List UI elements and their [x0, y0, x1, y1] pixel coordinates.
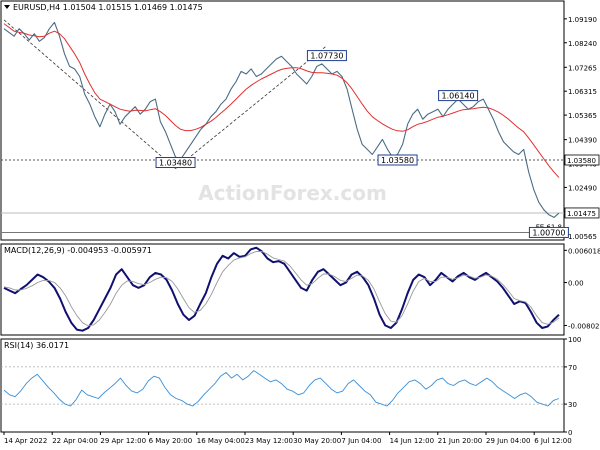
y-tick-label: -0.00802	[568, 322, 599, 330]
panel-frame	[0, 243, 565, 336]
x-tick-label: 21 Jun 20:00	[438, 437, 482, 445]
x-tick-label: 23 May 12:00	[245, 437, 293, 445]
x-tick-label: 22 Apr 04:00	[52, 437, 98, 445]
macd-panel-title: MACD(12,26,9) -0.004953 -0.005971	[4, 246, 152, 255]
annotation-box	[155, 157, 196, 169]
panel-menu-icon	[4, 5, 10, 9]
x-tick-label: 29 Apr 12:00	[100, 437, 146, 445]
rsi-panel: 100 70 30 0 RSI(14) 36.0171	[0, 336, 581, 437]
panel-frame	[0, 0, 565, 241]
annotation-label: 1.07730	[310, 52, 343, 61]
annotation-label: 1.00700	[532, 228, 565, 237]
x-tick-label: 16 May 04:00	[197, 437, 245, 445]
y-tick-label: 30	[568, 401, 577, 409]
rsi-panel-title: RSI(14) 36.0171	[4, 341, 69, 350]
x-tick-label: 6 Jul 12:00	[534, 437, 572, 445]
panel-frame	[0, 338, 565, 433]
y-tick-label: 1.00565	[568, 233, 597, 241]
annotation-label: 1.03580	[381, 156, 414, 165]
y-tick-label: 1.06315	[568, 88, 597, 96]
y-tick-label: 1.05365	[568, 112, 597, 120]
annotation-label: 1.03480	[159, 159, 192, 168]
price-panel: 1.09190 1.08240 1.07265 1.06315 1.05365 1.043…	[0, 0, 600, 241]
x-tick-label: 14 Apr 2022	[4, 437, 47, 445]
y-tick-label: 1.08240	[568, 40, 597, 48]
main-panel-title: EURUSD,H4 1.01504 1.01515 1.01469 1.0147…	[13, 3, 203, 12]
time-axis: 14 Apr 2022 22 Apr 04:00 29 Apr 12:00 6 May…	[3, 432, 572, 445]
annotation-label: 1.06140	[442, 92, 475, 101]
annotation-box	[438, 90, 479, 102]
y-tick-label: 1.02490	[568, 184, 597, 192]
x-tick-label: 14 Jun 12:00	[390, 437, 434, 445]
annotation-box	[528, 226, 569, 238]
level-tag-box	[564, 154, 600, 166]
y-tick-label: 100	[568, 336, 581, 344]
y-tick-label: 0	[568, 429, 572, 437]
level-tag-label: 1.03580	[567, 157, 596, 165]
watermark: ActionForex.com	[198, 181, 387, 205]
price-tag-label: 1.01475	[567, 210, 596, 218]
annotation-box	[306, 50, 347, 62]
price-series-line	[3, 21, 560, 218]
x-tick-label: 6 May 20:00	[149, 437, 193, 445]
x-tick-label: 7 Jun 04:00	[341, 437, 381, 445]
trendline-up	[175, 45, 328, 169]
moving-average-line	[3, 23, 560, 178]
x-tick-label: 29 Jun 04:00	[486, 437, 530, 445]
price-tag-box	[564, 207, 600, 219]
macd-panel: 0.006018 0.00 -0.00802 MACD(12,26,9) -0.004…	[0, 243, 600, 336]
y-tick-label: 1.07265	[568, 64, 597, 72]
annotation-box	[377, 154, 418, 166]
rsi-line	[3, 370, 560, 407]
y-tick-label: 70	[568, 364, 577, 372]
y-tick-label: 1.04390	[568, 137, 597, 145]
macd-line	[3, 246, 560, 332]
y-tick-label: 1.09190	[568, 16, 597, 24]
y-tick-label: 0.006018	[568, 247, 600, 255]
y-tick-label: 0.00	[568, 280, 584, 288]
trendline-down	[3, 19, 176, 169]
x-tick-label: 30 May 20:00	[293, 437, 341, 445]
macd-signal-line	[3, 251, 560, 327]
